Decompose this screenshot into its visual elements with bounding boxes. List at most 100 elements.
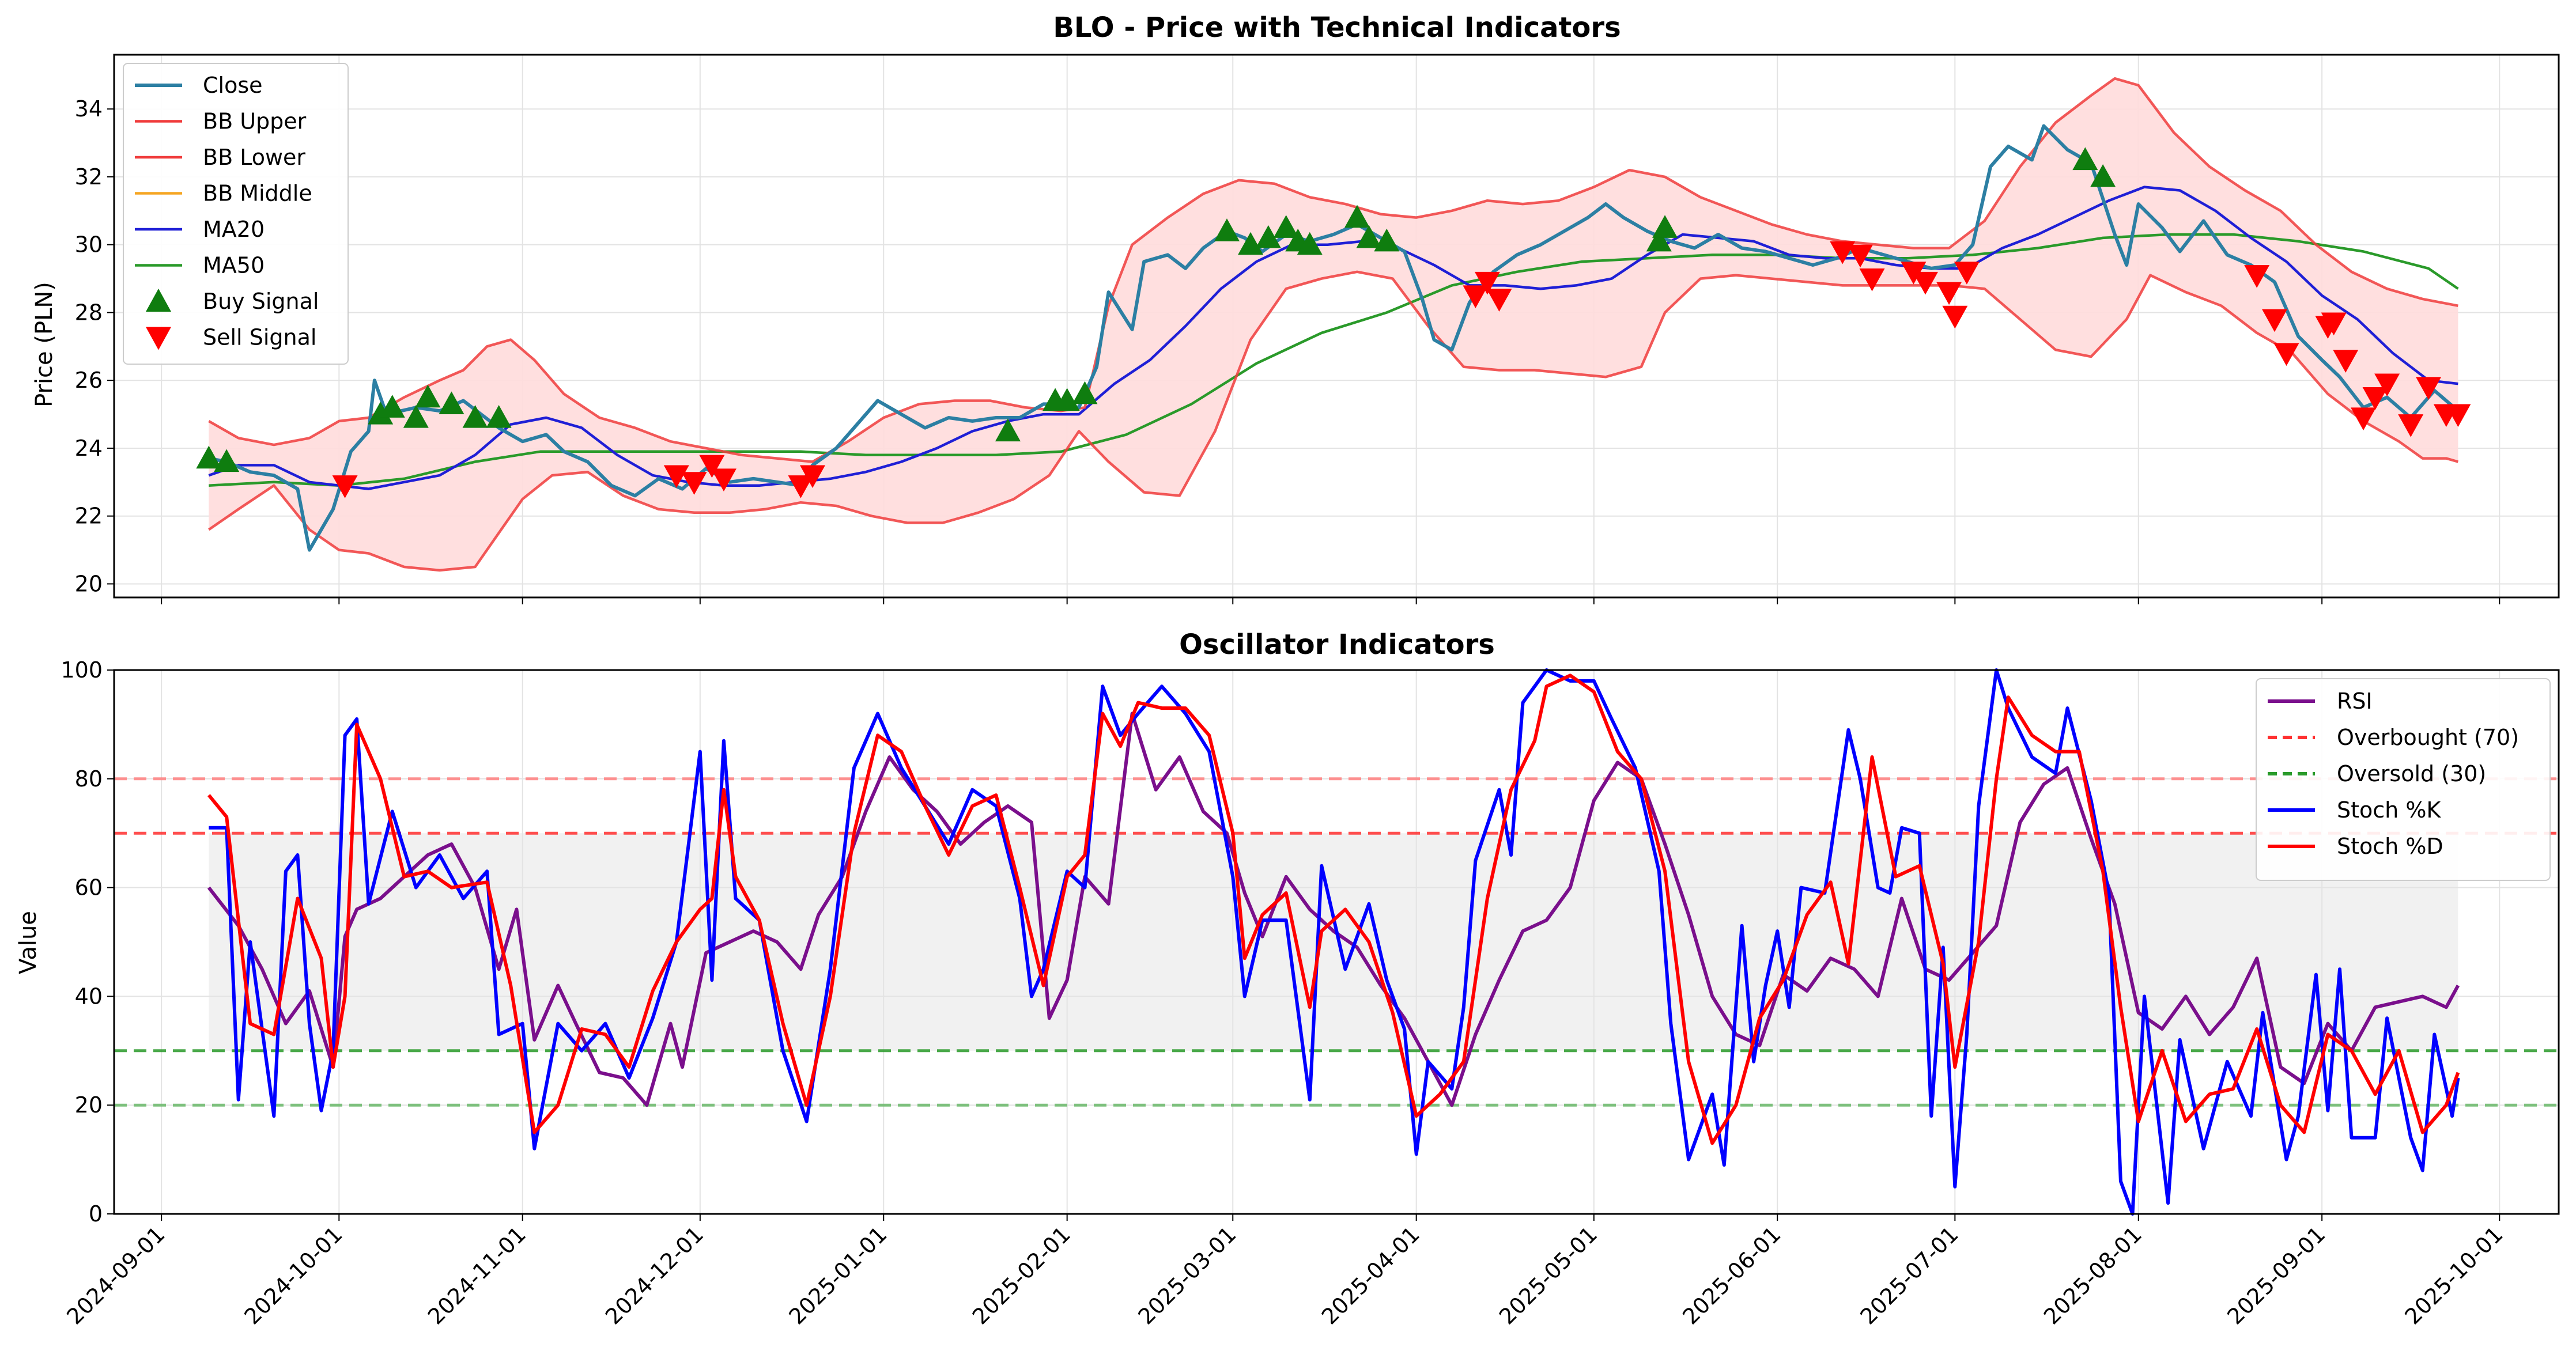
sell-signal-marker	[1954, 262, 1980, 285]
sell-signal-marker	[788, 475, 814, 498]
price-y-tick-label: 28	[75, 300, 103, 325]
buy-signal-marker	[214, 449, 240, 472]
legend-label-bb-upper: BB Upper	[203, 109, 307, 134]
buy-signal-marker	[368, 402, 394, 425]
sell-signal-marker	[1848, 244, 1873, 268]
legend-swatch-sell-signal	[146, 327, 171, 350]
sell-signal-marker	[2398, 414, 2424, 437]
bollinger-band-fill	[209, 78, 2458, 570]
sell-signal-marker	[1912, 271, 1938, 295]
buy-signal-marker	[1238, 232, 1264, 255]
oscillator-plot-frame	[113, 669, 2560, 1215]
sell-signal-marker	[663, 465, 689, 489]
sell-signal-marker	[1463, 285, 1489, 309]
price-panel: BLO - Price with Technical Indicators Pr…	[31, 12, 2560, 604]
price-y-ticks: 20 22 24 26 28 30 32 34	[75, 96, 114, 596]
series-line-stoch-k	[209, 668, 2460, 1216]
oscillator-series	[207, 668, 2460, 1216]
sell-signal-marker	[1942, 305, 1968, 329]
reference-lines	[114, 777, 2559, 1107]
sell-signal-marker	[2374, 373, 2400, 397]
buy-signal-marker	[462, 404, 488, 428]
sell-signal-marker	[699, 455, 725, 478]
legend-label-stoch-d: Stoch %D	[2337, 834, 2443, 859]
oscillator-legend: RSI Overbought (70) Oversold (30) Stoch %K S…	[2256, 678, 2551, 881]
price-y-tick-label: 24	[75, 436, 103, 461]
legend-label-bb-lower: BB Lower	[203, 145, 305, 170]
sell-signal-marker	[2362, 387, 2388, 410]
oscillator-panel: Oscillator Indicators Value 0 20 40 60 80 100…	[15, 629, 2560, 1330]
sell-signal-marker	[1474, 271, 1500, 295]
series-line-ma20	[208, 186, 2458, 490]
buy-signal-marker	[1273, 215, 1299, 238]
buy-signal-marker	[1374, 228, 1400, 252]
buy-signal-marker	[1646, 228, 1672, 252]
oscillator-y-tick-label: 60	[75, 875, 103, 900]
legend-box	[2256, 678, 2551, 881]
oscillator-y-ticks: 0 20 40 60 80 100	[61, 657, 114, 1227]
neutral-zone-rect	[209, 833, 2458, 1051]
buy-signal-marker	[403, 404, 429, 428]
sell-signal-marker	[1859, 268, 1885, 292]
buy-signal-marker	[2072, 147, 2098, 171]
price-y-tick-label: 20	[75, 571, 103, 596]
sell-signal-marker	[1936, 282, 1962, 305]
buy-signal-marker	[1072, 381, 1098, 404]
sell-signal-marker	[2244, 265, 2270, 288]
sell-signal-marker	[1486, 289, 1512, 312]
legend-label-oversold-30: Oversold (30)	[2337, 761, 2486, 786]
oscillator-y-tick-label: 20	[75, 1092, 103, 1118]
sell-signal-marker	[2445, 404, 2471, 427]
buy-signal-marker	[1214, 218, 1240, 241]
buy-signal-marker	[486, 404, 512, 428]
price-y-axis-label: Price (PLN)	[31, 282, 58, 407]
buy-signal-marker	[1054, 388, 1080, 411]
legend-label-overbought-70: Overbought (70)	[2337, 725, 2519, 750]
price-plot-frame	[113, 54, 2560, 599]
oscillator-y-tick-label: 40	[75, 983, 103, 1009]
legend-label-bb-middle: BB Middle	[203, 181, 312, 206]
sell-signal-marker	[2416, 377, 2442, 400]
price-y-tick-label: 32	[75, 164, 103, 190]
legend-swatch-buy-signal	[146, 289, 171, 312]
buy-signal-marker	[1344, 205, 1370, 228]
oscillator-chart-title: Oscillator Indicators	[1179, 629, 1495, 661]
sell-signal-marker	[2351, 407, 2377, 430]
sell-signal-marker	[2273, 343, 2299, 366]
buy-signal-marker	[995, 418, 1021, 442]
buy-signal-marker	[439, 391, 464, 415]
sell-signal-marker	[332, 475, 358, 498]
bollinger-band-area	[209, 78, 2458, 570]
buy-signal-marker	[1356, 225, 1382, 248]
sell-signal-marker	[800, 465, 825, 489]
buy-signal-marker	[1255, 225, 1281, 248]
price-legend: Close BB Upper BB Lower BB Middle MA20 MA50 Bu…	[123, 63, 349, 365]
legend-box	[123, 63, 349, 365]
series-line-bb-upper	[208, 77, 2458, 463]
sell-signal-marker	[1830, 241, 1856, 264]
buy-signal-marker	[415, 384, 441, 408]
price-y-tick-label: 22	[75, 504, 103, 529]
neutral-zone-band	[209, 833, 2458, 1051]
series-line-rsi	[207, 712, 2460, 1107]
buy-signal-marker	[379, 395, 405, 418]
oscillator-y-tick-label: 80	[75, 766, 103, 792]
oscillator-y-tick-label: 100	[61, 657, 103, 683]
oscillator-y-axis-label: Value	[15, 911, 41, 974]
signal-markers	[196, 147, 2471, 498]
series-line-stoch-d	[207, 673, 2460, 1145]
legend-label-ma50: MA50	[203, 253, 265, 278]
price-x-ticks	[161, 597, 2501, 604]
legend-label-close: Close	[203, 73, 263, 98]
sell-signal-marker	[711, 468, 736, 491]
oscillator-y-tick-label: 0	[89, 1201, 103, 1227]
sell-signal-marker	[681, 472, 707, 495]
price-y-tick-label: 26	[75, 368, 103, 393]
legend-label-rsi: RSI	[2337, 688, 2373, 714]
legend-label-sell-signal: Sell Signal	[203, 325, 316, 350]
buy-signal-marker	[196, 445, 222, 469]
legend-label-ma20: MA20	[203, 217, 265, 242]
buy-signal-marker	[2090, 164, 2116, 187]
price-chart-title: BLO - Price with Technical Indicators	[1053, 12, 1621, 44]
